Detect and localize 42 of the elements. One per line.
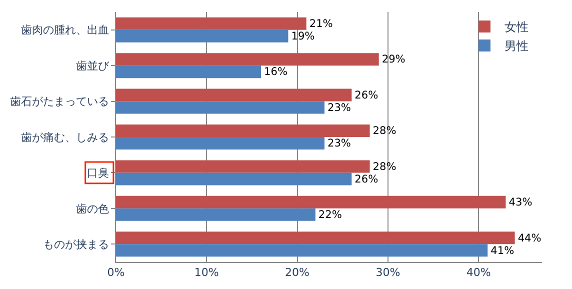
y-tick-label: 歯肉の腫れ、出血 (20, 24, 109, 37)
bar (116, 88, 352, 102)
y-tick-label: 歯石がたまっている (10, 95, 109, 108)
bar (116, 208, 316, 221)
y-tick-label: 口臭 (86, 166, 109, 180)
data-label: 43% (508, 196, 532, 209)
bar (116, 17, 306, 30)
data-label: 21% (309, 18, 333, 30)
y-tick-label: 歯が痛む、しみる (20, 130, 109, 144)
data-label: 28% (372, 160, 396, 173)
bar (116, 244, 488, 257)
data-label: 19% (291, 30, 315, 42)
bar (116, 124, 370, 137)
bar (116, 53, 379, 66)
legend-label: 男性 (504, 39, 528, 54)
x-tick-label: 40% (466, 266, 491, 280)
data-label: 26% (354, 89, 378, 102)
x-tick-label: 20% (285, 266, 310, 280)
x-tick-label: 10% (194, 266, 219, 280)
data-label: 41% (490, 244, 514, 257)
x-tick-label: 30% (376, 266, 400, 280)
bar (116, 232, 515, 244)
legend-label: 女性 (504, 20, 528, 34)
bar (116, 30, 288, 42)
x-tick-label: 0% (107, 266, 125, 280)
data-label: 29% (382, 54, 406, 66)
y-tick-label: 歯の色 (76, 202, 109, 216)
data-label: 16% (264, 66, 288, 78)
data-label: 26% (354, 173, 378, 186)
data-label: 28% (372, 125, 396, 138)
data-label: 23% (327, 102, 351, 114)
y-tick-label: 歯並び (76, 59, 110, 72)
bar (116, 196, 506, 208)
bar (116, 160, 370, 173)
bar (116, 101, 324, 114)
bar (116, 66, 262, 78)
data-label: 22% (318, 209, 342, 222)
data-label: 44% (518, 232, 542, 244)
y-tick-label: ものが挟まる (42, 238, 109, 251)
data-label: 23% (327, 138, 351, 150)
bar (116, 172, 352, 186)
bar (116, 137, 324, 150)
